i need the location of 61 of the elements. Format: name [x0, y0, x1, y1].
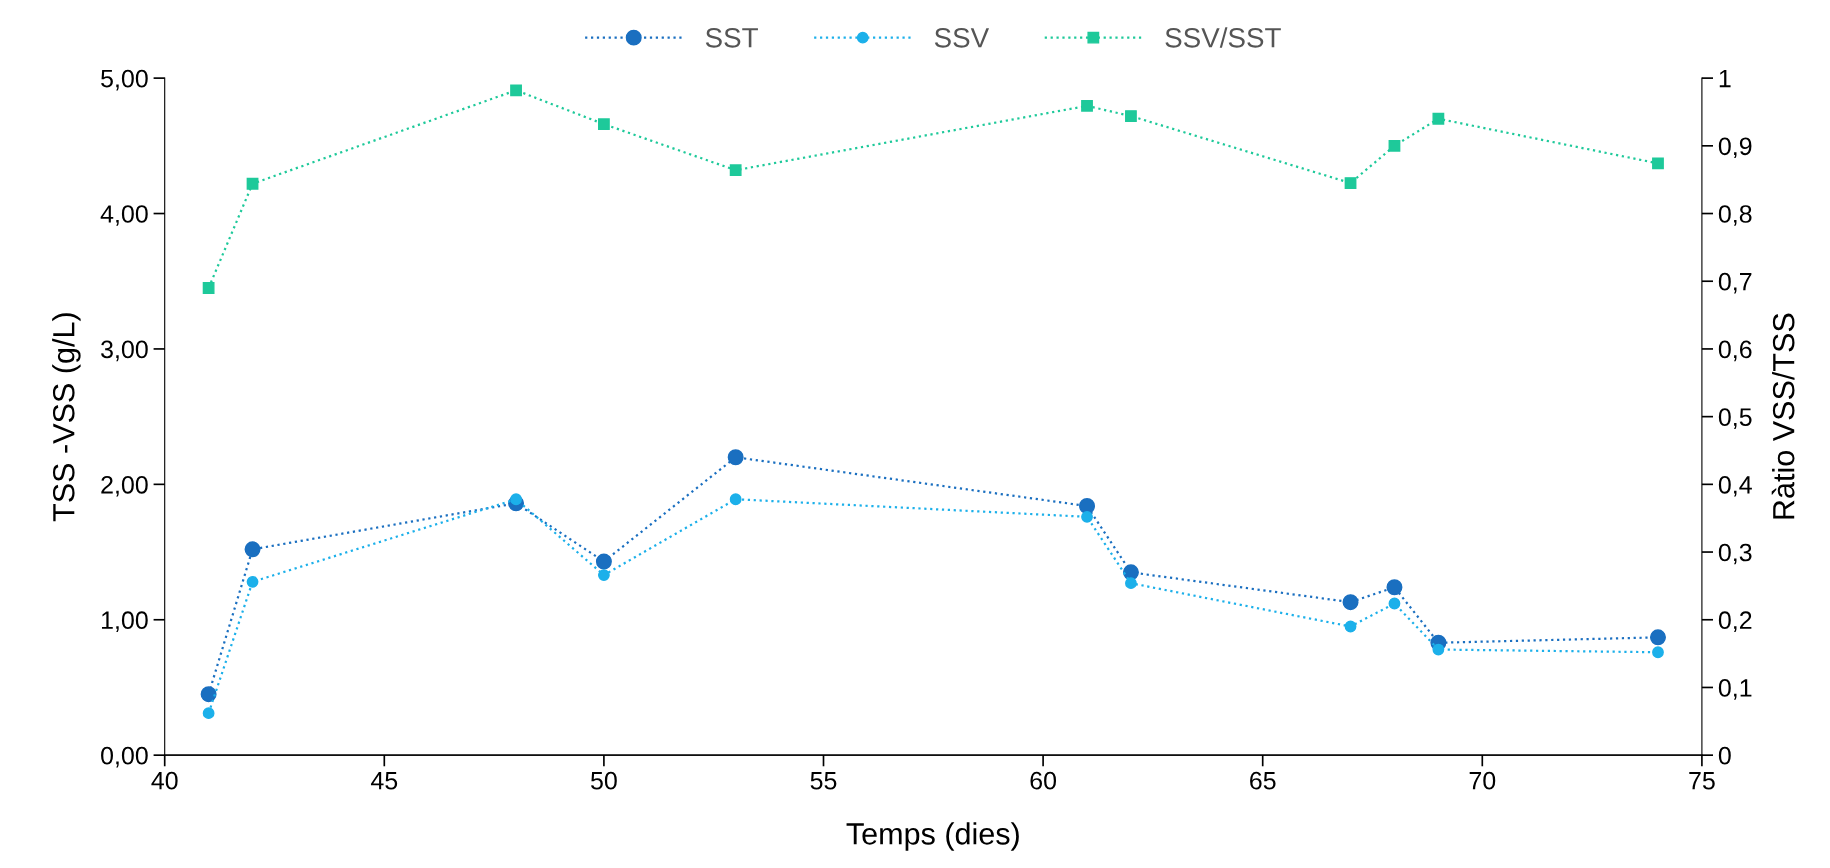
y2-tick-label: 0,9 — [1718, 137, 1752, 159]
x-axis-title: Temps (dies) — [846, 822, 1019, 851]
point — [597, 569, 610, 581]
y2-tick-label: 0,7 — [1718, 272, 1752, 294]
y2-tick-label: 0 — [1718, 746, 1731, 765]
point — [200, 686, 217, 703]
point — [1649, 629, 1666, 646]
x-tick-label: 70 — [1469, 771, 1496, 790]
x-tick-label: 75 — [1689, 772, 1715, 790]
point — [1652, 646, 1664, 659]
point — [1432, 643, 1445, 656]
point — [1386, 579, 1403, 596]
point — [246, 575, 259, 588]
y-tick-label: 1,00 — [101, 611, 148, 633]
x-tick-label: 55 — [810, 772, 837, 790]
point — [729, 493, 742, 506]
point — [1344, 620, 1357, 633]
point — [1388, 139, 1401, 152]
point — [1432, 112, 1445, 125]
y2-tick-label: 0,2 — [1718, 611, 1752, 633]
x-tick-label: 45 — [370, 772, 398, 790]
x-tick-label: 65 — [1250, 771, 1276, 790]
point — [727, 449, 744, 466]
y-tick-label: 3,00 — [101, 340, 148, 362]
y-tick-label: 0,00 — [101, 746, 148, 768]
y2-tick-label: 0,4 — [1718, 475, 1752, 497]
y2-axis-title: Ràtio VSS/TSS — [1771, 313, 1795, 519]
y2-tick-label: 0,1 — [1718, 679, 1752, 700]
legend-label: SSV/SST — [1165, 27, 1281, 48]
point — [1081, 510, 1093, 523]
legend-label: SST — [705, 27, 758, 48]
point — [597, 118, 610, 131]
point — [1342, 594, 1359, 611]
point — [202, 707, 215, 720]
point — [1388, 597, 1401, 610]
point — [244, 541, 261, 558]
point — [729, 164, 742, 177]
y2-tick-label: 0,3 — [1718, 543, 1752, 565]
y-axis-title: TSS -VSS (g/L) — [52, 313, 81, 522]
x-tick-label: 60 — [1030, 771, 1057, 790]
x-tick-label: 40 — [151, 771, 178, 790]
y2-tick-label: 0,6 — [1718, 340, 1752, 362]
legend-label: SSV — [934, 27, 990, 48]
y2-tick-label: 0,8 — [1718, 205, 1752, 226]
point — [510, 493, 522, 506]
point — [1125, 577, 1137, 590]
y-tick-label: 2,00 — [101, 475, 148, 497]
x-tick-label: 50 — [591, 771, 617, 790]
y-tick-label: 5,00 — [101, 69, 148, 91]
point — [246, 177, 259, 190]
y2-tick-label: 1 — [1719, 69, 1731, 88]
y2-tick-label: 0,5 — [1718, 408, 1752, 429]
point — [595, 553, 612, 570]
point — [202, 282, 215, 294]
point — [1081, 99, 1093, 112]
point — [1652, 157, 1664, 170]
y-tick-label: 4,00 — [100, 205, 148, 226]
point — [1344, 177, 1357, 189]
point — [510, 84, 522, 97]
point — [1125, 110, 1137, 122]
point — [1079, 498, 1096, 514]
